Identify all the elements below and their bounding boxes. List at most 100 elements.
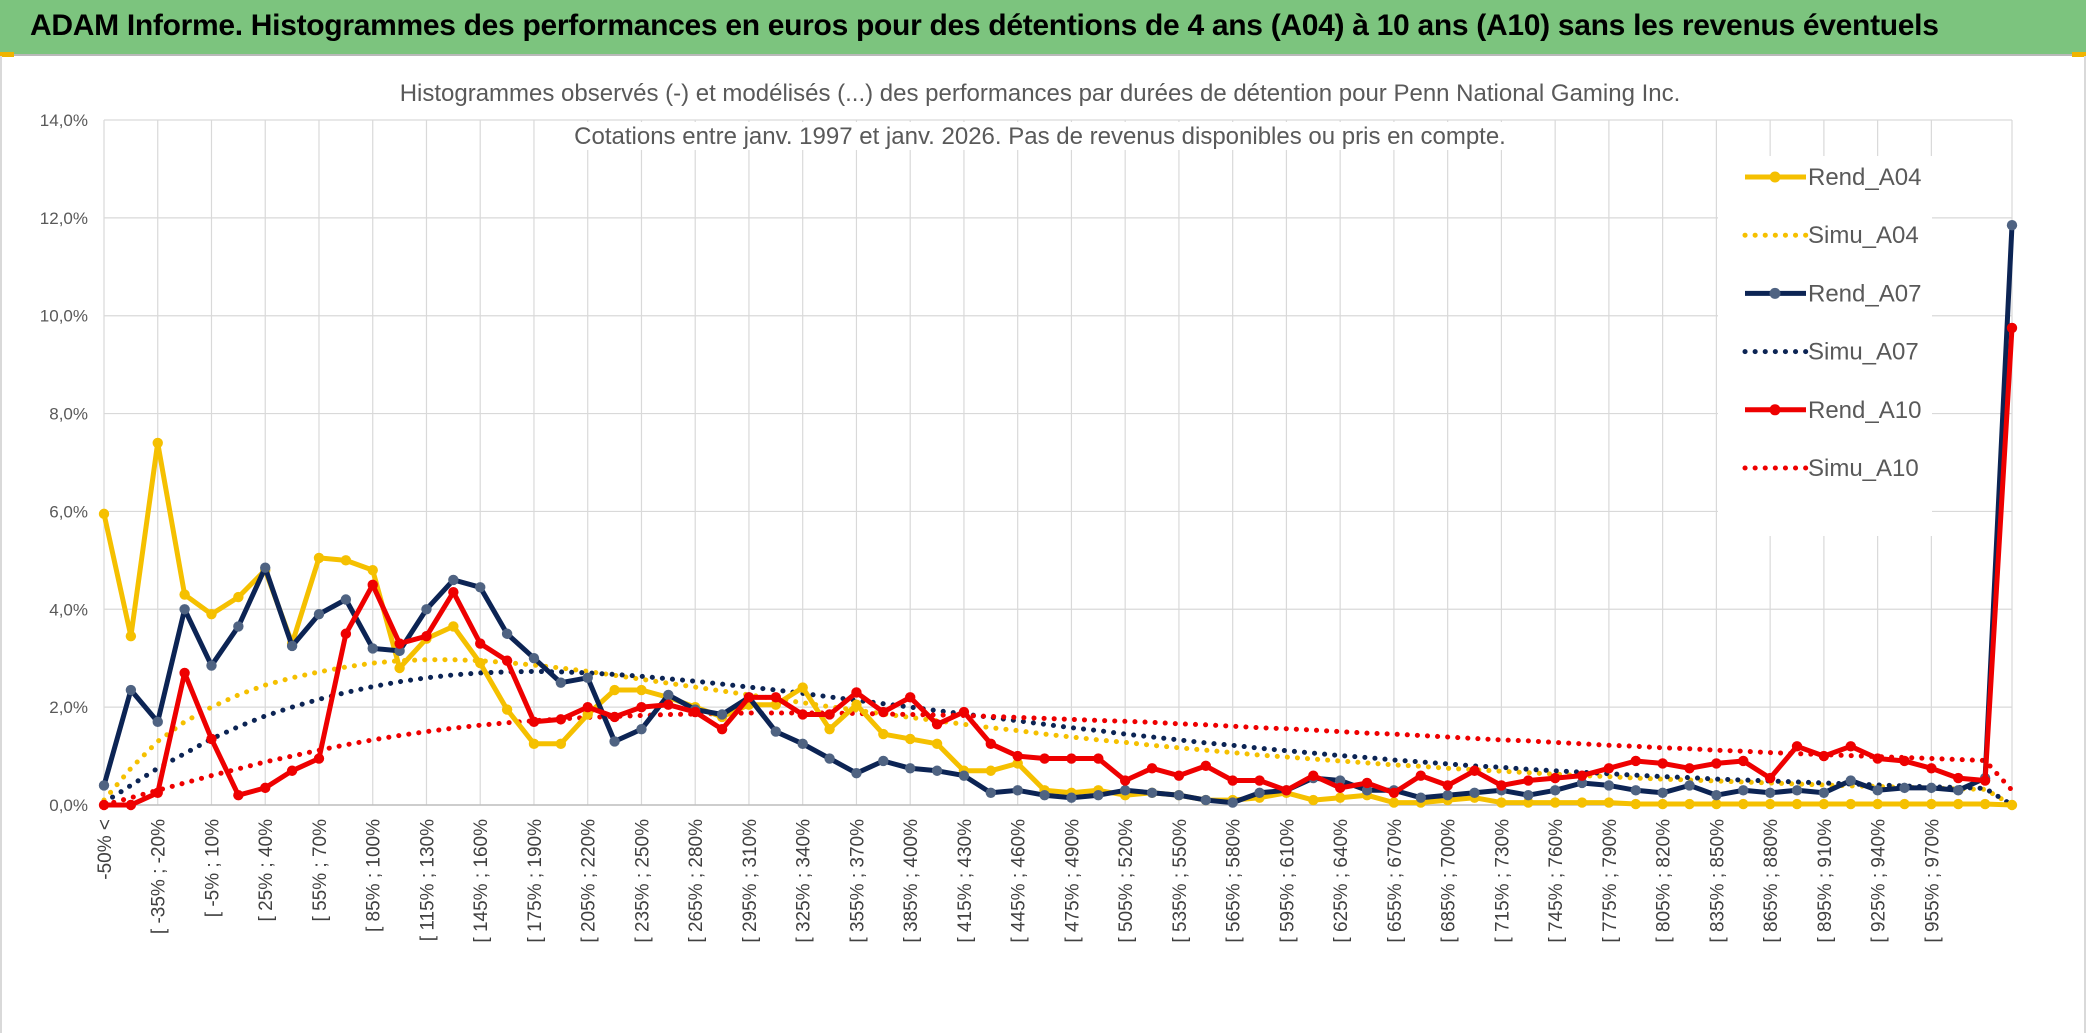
data-point-rend-a07 [340, 594, 352, 605]
data-point-rend-a04 [179, 589, 190, 600]
data-point-rend-a10 [1603, 763, 1615, 774]
x-tick-label: [ 895% ; 910% [1815, 819, 1836, 943]
data-point-rend-a07 [1872, 785, 1883, 796]
subtitle-bg [548, 122, 1538, 150]
data-point-rend-a07 [206, 660, 217, 671]
data-point-rend-a07 [233, 621, 244, 632]
left-corner-accent [0, 52, 14, 57]
data-point-rend-a04 [2006, 799, 2018, 811]
data-point-rend-a04 [367, 564, 378, 576]
data-point-rend-a07 [1603, 780, 1615, 791]
data-point-rend-a10 [1926, 763, 1937, 774]
data-point-rend-a07 [1523, 790, 1534, 801]
data-point-rend-a10 [1146, 763, 1158, 774]
data-point-rend-a04 [582, 709, 593, 720]
y-tick-label: 2,0% [49, 698, 88, 717]
data-point-rend-a10 [313, 753, 325, 764]
x-tick-label: [ 115% ; 130% [417, 819, 438, 941]
data-point-rend-a10 [152, 787, 163, 798]
data-point-rend-a04 [1738, 798, 1749, 810]
series-line-simu-a04 [101, 657, 2015, 808]
data-point-rend-a10 [663, 699, 674, 710]
data-point-rend-a10 [286, 765, 298, 776]
data-point-rend-a10 [1012, 750, 1023, 762]
data-point-rend-a10 [1657, 758, 1668, 769]
x-tick-label: [ 925% ; 940% [1869, 819, 1890, 943]
data-point-rend-a04 [528, 738, 540, 750]
data-point-rend-a07 [125, 684, 137, 696]
data-point-rend-a07 [1630, 785, 1641, 796]
data-point-rend-a07 [367, 643, 378, 654]
right-corner-accent [2072, 52, 2086, 57]
legend-item-rend-a10: Rend_A10 [1745, 397, 1921, 424]
data-point-rend-a07 [475, 582, 486, 593]
legend-bg [1718, 156, 1932, 536]
data-point-rend-a10 [985, 738, 997, 750]
data-point-rend-a04 [1926, 798, 1937, 810]
data-point-rend-a04 [1334, 792, 1346, 803]
data-point-rend-a07 [716, 709, 728, 720]
data-point-rend-a04 [1523, 797, 1534, 808]
y-tick-label: 12,0% [40, 209, 88, 228]
x-tick-label: [ 235% ; 250% [632, 819, 653, 943]
data-point-rend-a10 [1469, 765, 1480, 776]
data-point-rend-a10 [1711, 758, 1722, 769]
x-tick-label: [ 175% ; 190% [525, 819, 546, 943]
data-point-rend-a07 [1012, 785, 1023, 796]
x-axis: -50% < [ -35% ; -20% [ -5% ; 10% [ 25% ; 40… [95, 819, 1943, 943]
data-point-rend-a10 [1308, 770, 1319, 781]
data-point-rend-a07 [286, 640, 298, 652]
x-tick-label: [ 355% ; 370% [847, 819, 868, 943]
data-point-rend-a10 [770, 692, 782, 703]
data-point-rend-a10 [1496, 780, 1507, 791]
x-tick-label: [ 535% ; 550% [1170, 819, 1191, 943]
x-tick-label: [ 805% ; 820% [1654, 819, 1675, 943]
data-point-rend-a07 [1469, 787, 1480, 798]
data-point-rend-a04 [125, 630, 137, 642]
data-point-rend-a07 [770, 726, 782, 737]
data-point-rend-a10 [206, 733, 217, 745]
data-point-rend-a10 [367, 579, 378, 591]
chart-title: Histogrammes observés (-) et modélisés (… [400, 80, 1681, 107]
data-point-rend-a10 [1523, 775, 1534, 786]
data-point-rend-a10 [1576, 770, 1588, 781]
data-point-rend-a07 [931, 765, 943, 776]
legend-label: Rend_A04 [1808, 164, 1921, 191]
chart-title-area: Histogrammes observés (-) et modélisés (… [362, 78, 1718, 150]
x-tick-label: [ 865% ; 880% [1761, 819, 1782, 943]
x-tick-label: [ 505% ; 520% [1116, 819, 1137, 943]
data-point-rend-a10 [636, 701, 647, 713]
legend-label: Rend_A10 [1808, 397, 1921, 424]
series-line-simu-a07 [101, 668, 2015, 808]
data-point-rend-a04 [1818, 798, 1830, 810]
data-point-rend-a10 [1979, 775, 1991, 786]
data-point-rend-a10 [1254, 775, 1265, 786]
data-point-rend-a04 [340, 555, 352, 566]
data-point-rend-a07 [1227, 797, 1238, 808]
data-point-rend-a04 [609, 684, 620, 696]
data-point-rend-a04 [1496, 797, 1507, 808]
data-point-rend-a10 [1791, 741, 1803, 752]
data-point-rend-a10 [1738, 755, 1749, 767]
data-point-rend-a04 [206, 608, 217, 620]
y-tick-label: 6,0% [49, 502, 88, 521]
data-point-rend-a10 [851, 687, 862, 698]
x-tick-label: [ 565% ; 580% [1224, 819, 1245, 943]
data-point-rend-a10 [1281, 785, 1292, 796]
chart-frame [0, 56, 2086, 1033]
legend-item-rend-a04: Rend_A04 [1745, 164, 1921, 191]
data-point-rend-a10 [1899, 755, 1910, 767]
data-point-rend-a10 [824, 709, 835, 720]
data-point-rend-a07 [851, 767, 862, 779]
data-point-rend-a07 [1442, 790, 1453, 801]
data-point-rend-a04 [985, 765, 997, 776]
data-point-rend-a04 [1979, 798, 1991, 810]
series-layer [98, 219, 2018, 811]
data-point-rend-a04 [770, 699, 782, 710]
legend-marker [1769, 171, 1781, 183]
x-tick-label: [ 325% ; 340% [794, 819, 815, 943]
data-point-rend-a07 [1657, 787, 1668, 798]
x-tick-label: [ 85% ; 100% [364, 819, 385, 932]
x-tick-label: [ 835% ; 850% [1707, 819, 1728, 943]
data-point-rend-a07 [636, 723, 647, 735]
